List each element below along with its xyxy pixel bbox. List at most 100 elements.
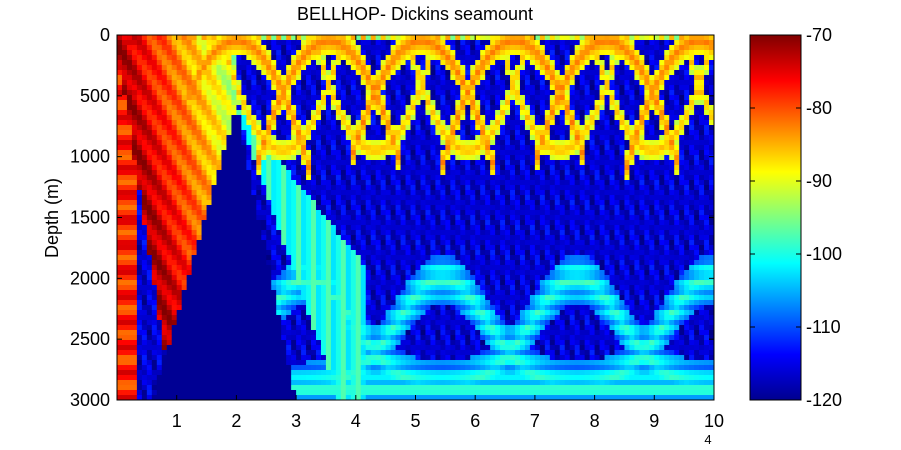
heatmap-cell [266, 45, 272, 51]
heatmap-cell [594, 95, 601, 101]
heatmap-cell [186, 210, 193, 216]
heatmap-cell [325, 55, 332, 61]
heatmap-cell [619, 50, 626, 56]
heatmap-cell [191, 170, 198, 176]
heatmap-cell [524, 115, 531, 121]
heatmap-cell [524, 215, 531, 221]
heatmap-cell [709, 230, 714, 236]
heatmap-cell [151, 75, 158, 81]
heatmap-cell [425, 185, 432, 191]
heatmap-cell [430, 85, 436, 91]
heatmap-cell [281, 60, 287, 66]
heatmap-cell [674, 215, 680, 221]
heatmap-cell [574, 45, 581, 51]
heatmap-cell [659, 135, 665, 141]
heatmap-cell [131, 145, 138, 151]
heatmap-cell [644, 155, 650, 161]
heatmap-cell [221, 175, 228, 181]
heatmap-cell [584, 65, 591, 71]
heatmap-cell [649, 190, 655, 196]
heatmap-cell [281, 95, 287, 101]
heatmap-cell [211, 115, 218, 121]
heatmap-cell [430, 170, 436, 176]
heatmap-cell [156, 80, 163, 86]
heatmap-cell [425, 120, 432, 126]
heatmap-cell [136, 135, 143, 141]
heatmap-cell [554, 100, 561, 106]
heatmap-cell [121, 210, 128, 216]
heatmap-cell [559, 60, 566, 66]
heatmap-cell [375, 105, 382, 111]
heatmap-cell [684, 35, 690, 41]
heatmap-cell [480, 175, 486, 181]
heatmap-cell [251, 50, 257, 56]
heatmap-cell [420, 155, 427, 161]
heatmap-cell [420, 40, 427, 46]
heatmap-cell [306, 85, 312, 91]
heatmap-cell [549, 230, 556, 236]
heatmap-cell [554, 90, 561, 96]
heatmap-cell [549, 235, 556, 241]
heatmap-cell [221, 170, 228, 176]
heatmap-cell [345, 135, 352, 141]
heatmap-cell [271, 185, 277, 191]
heatmap-cell [375, 85, 382, 91]
heatmap-cell [470, 220, 476, 226]
heatmap-cell [355, 140, 362, 146]
heatmap-cell [704, 50, 710, 56]
heatmap-cell [679, 220, 685, 226]
heatmap-cell [286, 130, 292, 136]
heatmap-cell [276, 135, 282, 141]
heatmap-cell [465, 50, 471, 56]
heatmap-cell [191, 35, 198, 41]
heatmap-cell [614, 150, 621, 156]
heatmap-cell [420, 35, 427, 41]
heatmap-cell [151, 160, 158, 166]
heatmap-cell [420, 100, 427, 106]
heatmap-cell [261, 130, 267, 136]
heatmap-cell [649, 175, 655, 181]
heatmap-cell [121, 200, 128, 206]
heatmap-cell [569, 140, 576, 146]
heatmap-cell [534, 65, 541, 71]
heatmap-cell [594, 70, 601, 76]
heatmap-cell [325, 60, 332, 66]
heatmap-cell [465, 65, 471, 71]
heatmap-cell [251, 165, 257, 171]
heatmap-cell [699, 100, 705, 106]
heatmap-cell [236, 190, 242, 196]
heatmap-cell [629, 115, 635, 121]
heatmap-cell [390, 150, 397, 156]
heatmap-cell [395, 85, 402, 91]
heatmap-cell [375, 65, 382, 71]
heatmap-cell [674, 60, 680, 66]
heatmap-cell [669, 145, 675, 151]
heatmap-cell [146, 225, 153, 231]
heatmap-cell [211, 225, 218, 231]
heatmap-cell [455, 160, 461, 166]
heatmap-cell [609, 110, 616, 116]
heatmap-cell [311, 115, 317, 121]
heatmap-cell [664, 80, 670, 86]
heatmap-cell [515, 170, 521, 176]
heatmap-cell [694, 215, 700, 221]
heatmap-cell [365, 35, 372, 41]
heatmap-cell [350, 220, 357, 226]
heatmap-cell [470, 70, 476, 76]
heatmap-cell [241, 65, 247, 71]
heatmap-cell [599, 205, 606, 211]
heatmap-cell [316, 205, 322, 211]
heatmap-cell [470, 230, 476, 236]
heatmap-cell [181, 90, 188, 96]
heatmap-cell [425, 140, 432, 146]
heatmap-cell [425, 115, 432, 121]
heatmap-cell [141, 45, 148, 51]
heatmap-cell [186, 50, 193, 56]
heatmap-cell [579, 70, 586, 76]
heatmap-cell [445, 130, 451, 136]
heatmap-cell [500, 135, 506, 141]
heatmap-cell [380, 230, 387, 236]
heatmap-cell [196, 65, 203, 71]
heatmap-cell [629, 140, 635, 146]
heatmap-cell [335, 150, 342, 156]
